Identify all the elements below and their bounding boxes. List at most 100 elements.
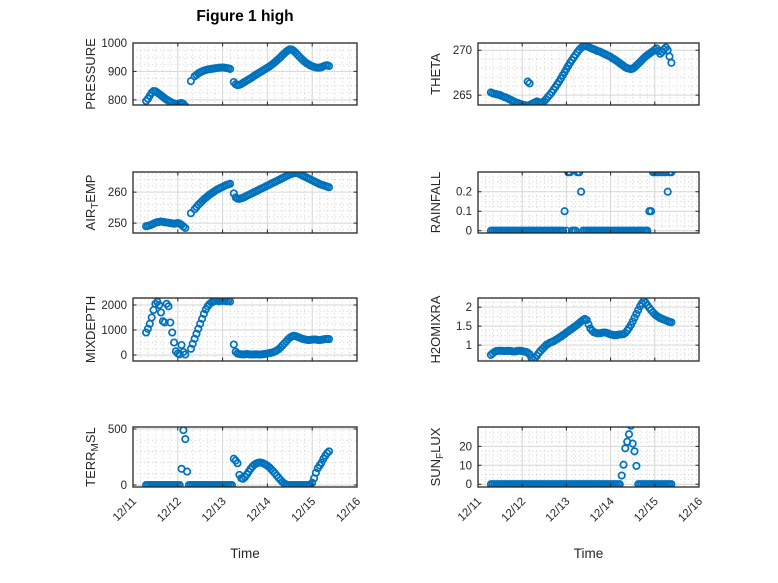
y-tick-label: 260: [108, 187, 127, 199]
x-tick-label: 12/11: [456, 496, 484, 524]
subplot-air-temp: 250 260 AIRTEMP: [83, 171, 358, 234]
x-tick-label: 12/16: [676, 496, 705, 525]
y-tick-label: 0: [121, 480, 127, 492]
y-tick-label: 20: [459, 441, 472, 453]
y-tick-label: 2000: [101, 300, 127, 312]
data-point: [177, 340, 186, 350]
y-axis-label: SUNFLUX: [428, 427, 446, 486]
data-point: [663, 187, 672, 196]
data-points: [486, 427, 676, 487]
data-point: [229, 340, 238, 349]
y-tick-label: 270: [453, 45, 472, 57]
data-point: [155, 300, 164, 310]
data-point: [630, 447, 639, 456]
minor-grid: [477, 42, 700, 106]
y-tick-label: 265: [453, 90, 472, 102]
x-axis-label-left: Time: [230, 546, 260, 561]
data-point: [226, 179, 235, 188]
axes-box: [132, 426, 358, 488]
data-point: [166, 318, 175, 327]
y-tick-label: 1.5: [456, 321, 472, 333]
tick-marks: [477, 298, 700, 361]
data-point: [170, 338, 179, 347]
y-tick-label: 1: [466, 340, 472, 352]
data-point: [311, 468, 320, 477]
data-point: [647, 207, 656, 216]
data-point: [632, 461, 641, 470]
data-point: [179, 427, 188, 435]
tick-marks: [132, 172, 358, 233]
y-tick-label: 800: [108, 95, 127, 107]
x-tick-label: 12/14: [588, 495, 617, 524]
data-points: [486, 43, 676, 105]
subplot-rainfall: 0 0.1 0.2 RAINFALL: [428, 171, 700, 238]
data-point: [227, 480, 236, 487]
data-point: [181, 102, 190, 105]
major-grid: [133, 427, 357, 487]
tick-marks: [132, 42, 358, 105]
data-point: [619, 460, 628, 469]
data-point: [323, 449, 332, 458]
data-point: [229, 189, 238, 198]
y-tick-label: 1000: [101, 325, 127, 337]
y-tick-label: 10: [459, 460, 472, 472]
data-point: [324, 447, 334, 456]
data-points: [142, 172, 334, 233]
data-point: [525, 79, 534, 88]
data-points: [142, 45, 334, 105]
plot-area: [478, 172, 699, 233]
axes-box: [132, 171, 358, 234]
data-point: [643, 226, 652, 233]
data-point: [226, 64, 235, 73]
y-axis-label: H2OMIXRA: [428, 295, 443, 363]
data-point: [183, 467, 192, 476]
tick-marks: [477, 172, 700, 233]
minor-grid: [477, 426, 700, 488]
y-axis-label: PRESSURE: [83, 38, 98, 110]
tick-marks: [132, 298, 358, 361]
x-tick-label: 12/14: [245, 495, 274, 524]
data-point: [667, 58, 676, 67]
data-point: [199, 309, 208, 318]
x-tick-label: 12/12: [499, 496, 528, 525]
data-point: [582, 315, 591, 325]
subplot-sun-flux: 0 10 20 SUNFLUX 12/11 12/12 12/13 12/14 12/15 12/…: [428, 426, 705, 525]
data-points: [486, 298, 676, 361]
y-tick-label: 500: [108, 424, 127, 436]
y-tick-label: 1000: [101, 38, 127, 50]
y-tick-label: 0.2: [456, 187, 472, 199]
data-point: [617, 471, 626, 480]
axes-box: [477, 171, 700, 234]
y-tick-label: 0: [121, 350, 127, 362]
data-point: [181, 223, 190, 233]
data-point: [147, 313, 156, 322]
y-axis-label: TERRMSL: [83, 427, 101, 487]
data-point: [181, 435, 190, 444]
data-point: [667, 318, 676, 327]
data-point: [151, 299, 160, 308]
x-tick-label: 12/11: [111, 496, 139, 524]
data-point: [624, 430, 634, 439]
data-point: [628, 439, 637, 448]
x-tick-label: 12/15: [632, 496, 661, 525]
data-point: [317, 458, 326, 467]
subplot-h2omixra: 1 1.5 2 H2OMIXRA: [428, 295, 700, 363]
subplot-terr-msl: 0 500 TERRMSL 12/11 12/12 12/13 12/14 12/15 12/1…: [83, 424, 363, 524]
y-tick-label: 900: [108, 66, 127, 78]
data-point: [181, 350, 190, 359]
y-tick-label: 0: [466, 479, 472, 491]
data-point: [560, 207, 569, 216]
axes-box: [477, 297, 700, 362]
y-tick-label: 250: [108, 218, 127, 230]
data-point: [175, 480, 184, 487]
data-point: [584, 320, 593, 329]
major-grid: [133, 172, 357, 233]
axes-box: [477, 426, 700, 488]
data-point: [324, 61, 334, 71]
data-point: [562, 226, 571, 233]
data-point: [519, 100, 529, 105]
data-point: [571, 226, 580, 233]
subplot-theta: 265 270 THETA: [428, 42, 700, 106]
